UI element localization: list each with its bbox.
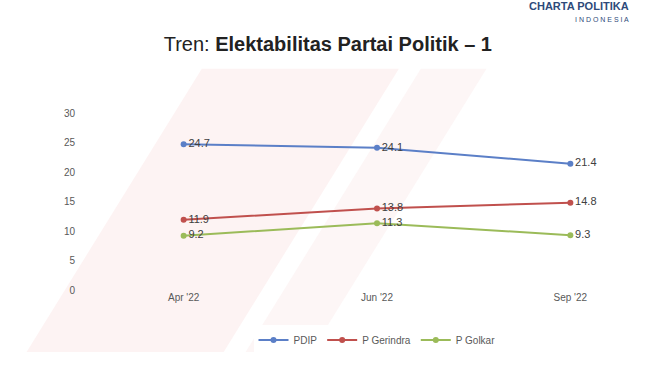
svg-text:Jun '22: Jun '22	[361, 292, 393, 303]
svg-text:14.8: 14.8	[575, 195, 596, 207]
svg-text:20: 20	[64, 167, 76, 178]
svg-text:21.4: 21.4	[575, 156, 596, 168]
svg-text:13.8: 13.8	[382, 201, 403, 213]
svg-text:30: 30	[64, 108, 76, 119]
svg-text:24.1: 24.1	[382, 141, 403, 153]
svg-text:PDIP: PDIP	[294, 335, 318, 346]
svg-text:I N D O N E S I A: I N D O N E S I A	[575, 16, 629, 23]
svg-text:9.2: 9.2	[188, 228, 203, 240]
svg-text:Apr '22: Apr '22	[168, 292, 200, 303]
svg-text:CHARTA POLITIKA: CHARTA POLITIKA	[529, 0, 629, 12]
svg-text:10: 10	[64, 226, 76, 237]
svg-text:9.3: 9.3	[575, 228, 590, 240]
svg-text:25: 25	[64, 137, 76, 148]
svg-text:P Golkar: P Golkar	[456, 335, 495, 346]
svg-text:0: 0	[69, 285, 75, 296]
svg-text:11.9: 11.9	[188, 213, 209, 225]
svg-text:P Gerindra: P Gerindra	[362, 335, 411, 346]
svg-text:Tren: Elektabilitas Partai Pol: Tren: Elektabilitas Partai Politik – 1	[164, 33, 492, 55]
svg-text:15: 15	[64, 196, 76, 207]
svg-text:Sep '22: Sep '22	[554, 292, 588, 303]
svg-text:11.3: 11.3	[382, 216, 403, 228]
svg-text:24.7: 24.7	[188, 137, 209, 149]
svg-text:5: 5	[69, 255, 75, 266]
